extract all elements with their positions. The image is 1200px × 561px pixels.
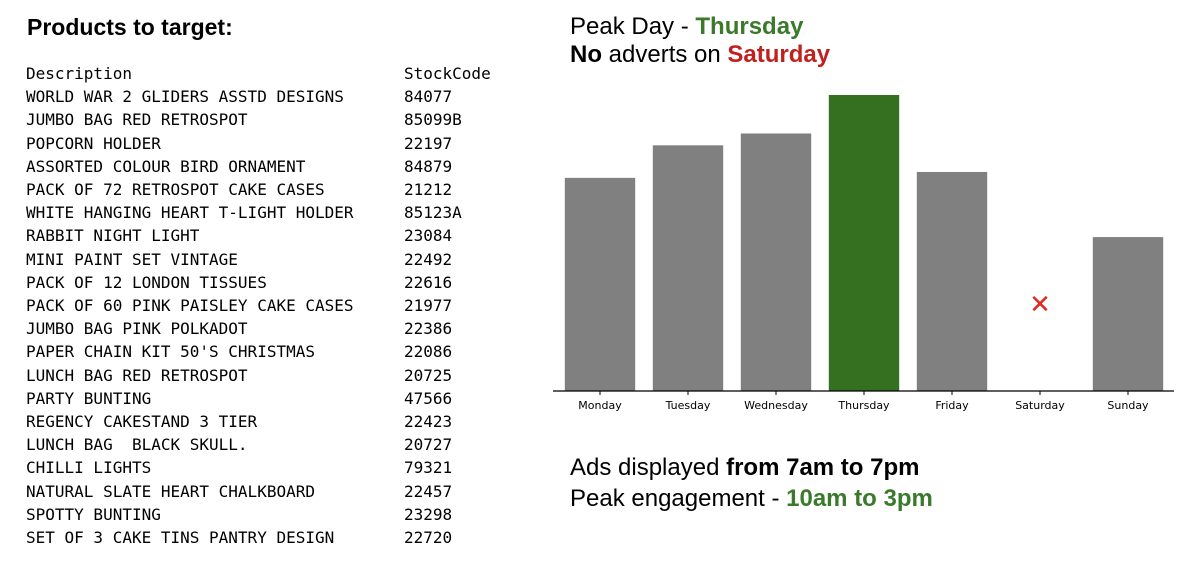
cell-stockcode: 22720 xyxy=(404,528,453,548)
cell-stockcode: 79321 xyxy=(404,458,453,478)
table-row: PACK OF 12 LONDON TISSUES 22616 xyxy=(26,271,524,294)
day-chart: Monday Tuesday Wednesday Thursday Friday ✕ Sat… xyxy=(548,80,1188,420)
cell-stockcode: 47566 xyxy=(404,388,453,408)
bar-chart-svg: Monday Tuesday Wednesday Thursday Friday ✕ Sat… xyxy=(553,95,1174,412)
cell-description: WHITE HANGING HEART T-LIGHT HOLDER xyxy=(26,203,354,223)
cell-stockcode: 85099B xyxy=(404,110,462,130)
bar-tuesday xyxy=(652,145,724,391)
cell-stockcode: 22423 xyxy=(404,412,453,432)
excluded-marker: ✕ xyxy=(1029,290,1051,320)
cell-stockcode: 85123A xyxy=(404,203,462,223)
table-row: SET OF 3 CAKE TINS PANTRY DESIGN 22720 xyxy=(26,526,524,549)
product-table: Description StockCode WORLD WAR 2 GLIDER… xyxy=(26,62,524,549)
cell-description: LUNCH BAG BLACK SKULL. xyxy=(26,435,248,455)
cell-description: REGENCY CAKESTAND 3 TIER xyxy=(26,412,258,432)
ads-displayed-prefix: Ads displayed xyxy=(570,454,727,481)
cell-stockcode: 23084 xyxy=(404,226,453,246)
x-tick-label: Wednesday xyxy=(744,399,808,412)
cell-description: NATURAL SLATE HEART CHALKBOARD xyxy=(26,481,315,501)
table-row: POPCORN HOLDER 22197 xyxy=(26,132,524,155)
cell-stockcode: 22386 xyxy=(404,319,453,339)
cell-description: LUNCH BAG RED RETROSPOT xyxy=(26,365,248,385)
cell-description: PACK OF 60 PINK PAISLEY CAKE CASES xyxy=(26,296,354,316)
bar-friday xyxy=(916,171,988,391)
no-adverts-mid: adverts on xyxy=(602,41,728,68)
bar-thursday xyxy=(828,95,900,391)
cell-stockcode: 20725 xyxy=(404,365,453,385)
table-row: RABBIT NIGHT LIGHT 23084 xyxy=(26,224,524,247)
products-title: Products to target: xyxy=(27,14,233,40)
cell-description: POPCORN HOLDER xyxy=(26,133,161,153)
bar-sunday xyxy=(1092,237,1164,391)
headline: Peak Day - Thursday No adverts on Saturd… xyxy=(570,13,830,69)
ads-displayed-hours: from 7am to 7pm xyxy=(726,454,920,481)
cell-stockcode: 84077 xyxy=(404,87,453,107)
cell-stockcode: 21977 xyxy=(404,296,453,316)
cell-description: PACK OF 12 LONDON TISSUES xyxy=(26,272,267,292)
no-adverts-bold: No xyxy=(570,41,602,68)
cell-stockcode: 22492 xyxy=(404,249,453,269)
cell-description: PACK OF 72 RETROSPOT CAKE CASES xyxy=(26,180,325,200)
x-tick-label: Monday xyxy=(578,399,622,412)
header-stockcode: StockCode xyxy=(404,64,491,83)
cell-description: JUMBO BAG RED RETROSPOT xyxy=(26,110,248,130)
cell-description: WORLD WAR 2 GLIDERS ASSTD DESIGNS xyxy=(26,87,344,107)
cell-description: JUMBO BAG PINK POLKADOT xyxy=(26,319,248,339)
cell-description: ASSORTED COLOUR BIRD ORNAMENT xyxy=(26,156,306,176)
table-row: SPOTTY BUNTING 23298 xyxy=(26,503,524,526)
table-row: JUMBO BAG PINK POLKADOT 22386 xyxy=(26,317,524,340)
peak-engagement-line: Peak engagement - 10am to 3pm xyxy=(570,483,933,514)
cell-stockcode: 23298 xyxy=(404,504,453,524)
no-adverts-day: Saturday xyxy=(727,41,831,68)
table-row: PARTY BUNTING 47566 xyxy=(26,387,524,410)
header-description: Description xyxy=(26,64,132,83)
cell-description: MINI PAINT SET VINTAGE xyxy=(26,249,238,269)
table-row: PACK OF 60 PINK PAISLEY CAKE CASES 21977 xyxy=(26,294,524,317)
cell-stockcode: 22197 xyxy=(404,133,453,153)
notes: Ads displayed from 7am to 7pm Peak engag… xyxy=(570,452,933,514)
ads-displayed-line: Ads displayed from 7am to 7pm xyxy=(570,452,933,483)
table-row: CHILLI LIGHTS 79321 xyxy=(26,456,524,479)
cell-stockcode: 21212 xyxy=(404,180,453,200)
table-row: PACK OF 72 RETROSPOT CAKE CASES 21212 xyxy=(26,178,524,201)
bar-wednesday xyxy=(740,133,812,392)
x-tick-label: Tuesday xyxy=(665,399,711,412)
cell-stockcode: 22457 xyxy=(404,481,453,501)
table-row: WORLD WAR 2 GLIDERS ASSTD DESIGNS 84077 xyxy=(26,85,524,108)
peak-engagement-hours: 10am to 3pm xyxy=(786,485,933,512)
table-row: PAPER CHAIN KIT 50'S CHRISTMAS 22086 xyxy=(26,340,524,363)
bar-monday xyxy=(564,177,636,391)
cell-stockcode: 84879 xyxy=(404,156,453,176)
peak-day-line: Peak Day - Thursday xyxy=(570,13,830,41)
cell-description: RABBIT NIGHT LIGHT xyxy=(26,226,200,246)
cell-description: PAPER CHAIN KIT 50'S CHRISTMAS xyxy=(26,342,315,362)
table-row: NATURAL SLATE HEART CHALKBOARD 22457 xyxy=(26,480,524,503)
table-body: WORLD WAR 2 GLIDERS ASSTD DESIGNS 84077 JU… xyxy=(26,85,524,549)
x-tick-label: Sunday xyxy=(1107,399,1149,412)
table-row: JUMBO BAG RED RETROSPOT 85099B xyxy=(26,108,524,131)
peak-day-prefix: Peak Day - xyxy=(570,13,696,40)
cell-description: SPOTTY BUNTING xyxy=(26,504,161,524)
table-row: LUNCH BAG BLACK SKULL. 20727 xyxy=(26,433,524,456)
table-header: Description StockCode xyxy=(26,62,524,85)
x-tick-label: Friday xyxy=(935,399,969,412)
cell-stockcode: 22086 xyxy=(404,342,453,362)
table-row: REGENCY CAKESTAND 3 TIER 22423 xyxy=(26,410,524,433)
cell-description: SET OF 3 CAKE TINS PANTRY DESIGN xyxy=(26,528,335,548)
table-row: WHITE HANGING HEART T-LIGHT HOLDER 85123A xyxy=(26,201,524,224)
table-row: LUNCH BAG RED RETROSPOT 20725 xyxy=(26,364,524,387)
cell-stockcode: 20727 xyxy=(404,435,453,455)
cell-description: CHILLI LIGHTS xyxy=(26,458,152,478)
table-row: ASSORTED COLOUR BIRD ORNAMENT 84879 xyxy=(26,155,524,178)
cell-description: PARTY BUNTING xyxy=(26,388,152,408)
x-tick-label: Saturday xyxy=(1015,399,1065,412)
no-adverts-line: No adverts on Saturday xyxy=(570,41,830,69)
cell-stockcode: 22616 xyxy=(404,272,453,292)
peak-engagement-prefix: Peak engagement - xyxy=(570,485,787,512)
table-row: MINI PAINT SET VINTAGE 22492 xyxy=(26,248,524,271)
peak-day-value: Thursday xyxy=(695,13,804,40)
x-tick-label: Thursday xyxy=(837,399,890,412)
